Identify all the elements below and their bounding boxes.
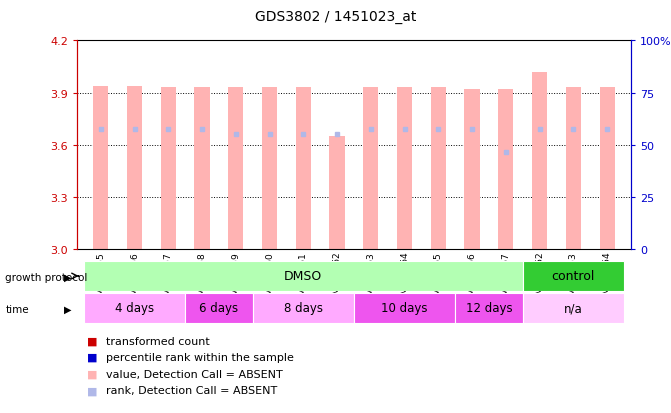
Bar — [532, 73, 547, 250]
Bar — [195, 88, 209, 250]
Text: transformed count: transformed count — [106, 336, 210, 346]
Bar — [455, 293, 523, 323]
Bar — [253, 293, 354, 323]
Bar — [161, 88, 176, 250]
Text: DMSO: DMSO — [285, 270, 323, 283]
Bar — [84, 261, 523, 291]
Bar — [296, 88, 311, 250]
Bar — [363, 88, 378, 250]
Text: rank, Detection Call = ABSENT: rank, Detection Call = ABSENT — [106, 385, 277, 395]
Bar — [566, 88, 581, 250]
Text: time: time — [5, 304, 29, 314]
Text: n/a: n/a — [564, 301, 582, 315]
Bar — [84, 293, 185, 323]
Text: 4 days: 4 days — [115, 301, 154, 315]
Text: ■: ■ — [87, 385, 98, 395]
Bar — [354, 293, 455, 323]
Bar — [127, 86, 142, 250]
Text: ■: ■ — [87, 336, 98, 346]
Text: GDS3802 / 1451023_at: GDS3802 / 1451023_at — [255, 10, 416, 24]
Text: value, Detection Call = ABSENT: value, Detection Call = ABSENT — [106, 369, 282, 379]
Text: percentile rank within the sample: percentile rank within the sample — [106, 352, 294, 362]
Bar — [523, 293, 624, 323]
Bar — [499, 90, 513, 250]
Text: 10 days: 10 days — [381, 301, 428, 315]
Text: ▶: ▶ — [64, 273, 72, 282]
Bar — [185, 293, 253, 323]
Text: ■: ■ — [87, 352, 98, 362]
Text: 8 days: 8 days — [284, 301, 323, 315]
Bar — [262, 88, 277, 250]
Bar — [397, 88, 412, 250]
Bar — [228, 88, 244, 250]
Text: ■: ■ — [87, 369, 98, 379]
Bar — [599, 88, 615, 250]
Bar — [93, 86, 109, 250]
Bar — [431, 88, 446, 250]
Bar — [464, 90, 480, 250]
Text: 6 days: 6 days — [199, 301, 238, 315]
Text: ▶: ▶ — [64, 304, 72, 314]
Text: 12 days: 12 days — [466, 301, 512, 315]
Bar — [329, 137, 345, 250]
Text: growth protocol: growth protocol — [5, 273, 88, 282]
Text: control: control — [552, 270, 595, 283]
Bar — [523, 261, 624, 291]
